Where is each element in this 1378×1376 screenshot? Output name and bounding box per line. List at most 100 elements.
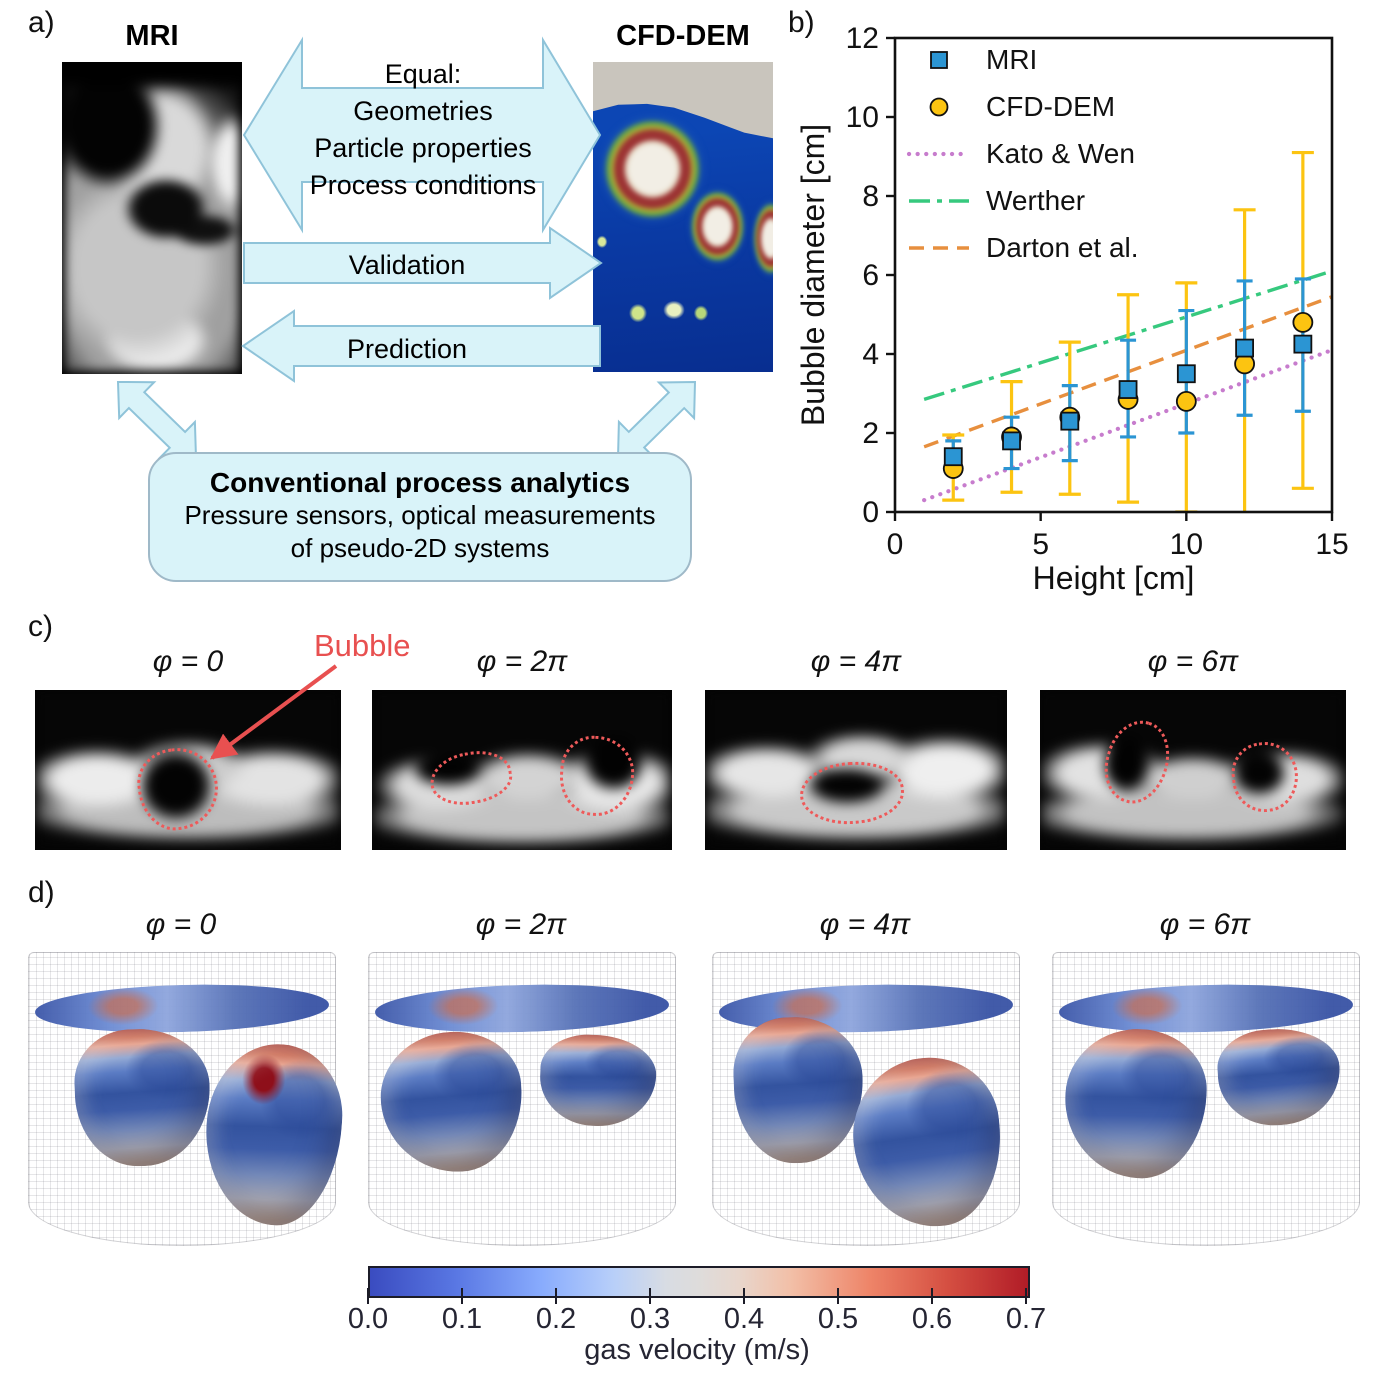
marker-cfd-dem bbox=[1292, 311, 1314, 333]
colorbar-tick bbox=[1024, 1288, 1028, 1304]
mri-image-texture bbox=[65, 65, 239, 371]
colorbar-tick-label: 0.4 bbox=[723, 1303, 765, 1335]
colorbar-tick-label: 0.7 bbox=[1005, 1303, 1047, 1335]
bubble-isosurface bbox=[72, 1026, 212, 1169]
legend-label-Kato & Wen: Kato & Wen bbox=[986, 138, 1135, 169]
colorbar-tick bbox=[930, 1288, 934, 1304]
panel-a-label: a) bbox=[28, 6, 55, 39]
mri-slice-phi-4pi bbox=[705, 690, 1007, 850]
colorbar-tick bbox=[460, 1288, 464, 1304]
render-cylinder-phi6pi bbox=[1052, 952, 1360, 1246]
colorbar-tick bbox=[836, 1288, 840, 1304]
equal-arrow-text: Equal: Geometries Particle properties Pr… bbox=[262, 56, 584, 204]
marker-mri bbox=[1293, 334, 1313, 354]
colorbar-tick-label: 0.6 bbox=[911, 1303, 953, 1335]
bubble-annotation-label: Bubble bbox=[314, 628, 411, 663]
colorbar-tick-label: 0.5 bbox=[817, 1303, 859, 1335]
validation-arrow bbox=[243, 226, 603, 300]
panel-d-label: d) bbox=[28, 876, 55, 909]
x-axis-label: Height [cm] bbox=[1033, 560, 1195, 596]
cfd-particle-specks bbox=[593, 62, 773, 372]
colorbar-tick bbox=[554, 1288, 558, 1304]
equal-arrow-line-2: Geometries bbox=[353, 96, 493, 126]
cfd-dem-image bbox=[593, 62, 773, 372]
bubble-isosurface bbox=[377, 1028, 526, 1176]
bubble-isosurface bbox=[538, 1032, 659, 1128]
mri-slice-phi-2pi bbox=[372, 690, 672, 850]
x-tick-label: 15 bbox=[1315, 528, 1348, 561]
legend-label-Darton et al.: Darton et al. bbox=[986, 232, 1139, 263]
panel-c-phase-label-2: φ = 4π bbox=[810, 645, 902, 678]
y-tick-label: 10 bbox=[846, 101, 879, 134]
panel-a-arrows bbox=[116, 36, 697, 460]
bed-surface-isosurface bbox=[1058, 981, 1354, 1036]
colorbar-tick bbox=[648, 1288, 652, 1304]
marker-cfd-dem bbox=[1175, 390, 1197, 412]
colorbar-tick-label: 0.3 bbox=[629, 1303, 671, 1335]
render-cylinder-phi4pi bbox=[712, 952, 1020, 1246]
mri-analytics-double-arrow bbox=[116, 380, 198, 460]
x-tick-label: 0 bbox=[887, 528, 904, 561]
bubble-isosurface bbox=[1215, 1025, 1344, 1129]
bed-surface-isosurface bbox=[374, 981, 670, 1036]
panel-d-phase-label-3: φ = 6π bbox=[1159, 908, 1251, 941]
colorbar-tick-label: 0.1 bbox=[441, 1303, 483, 1335]
marker-mri bbox=[1118, 380, 1138, 399]
bubble-diameter-chart: 0 5 10 15 0 2 4 6 8 10 12 Height [cm] Bubble diamete… bbox=[795, 22, 1349, 596]
cfd-analytics-double-arrow bbox=[616, 380, 697, 460]
panel-d-phase-label-2: φ = 4π bbox=[819, 908, 911, 941]
colorbar-tick-label: 0.0 bbox=[347, 1303, 389, 1335]
bubble-isosurface bbox=[200, 1039, 348, 1230]
panel-d-phase-label-1: φ = 2π bbox=[475, 908, 567, 941]
legend: MRI CFD-DEM Kato & Wen Werther Darton et al. bbox=[906, 44, 1139, 263]
line-Kato & Wen bbox=[922, 347, 1332, 503]
panel-d-phase-label-0: φ = 0 bbox=[145, 908, 217, 941]
gas-velocity-colorbar bbox=[368, 1266, 1030, 1298]
bed-surface-isosurface bbox=[34, 981, 330, 1036]
analytics-box-title: Conventional process analytics bbox=[209, 467, 631, 498]
cfd-dem-title: CFD-DEM bbox=[616, 20, 750, 52]
bubble-isosurface bbox=[731, 1015, 866, 1166]
mri-slice-texture bbox=[374, 692, 670, 848]
conventional-analytics-box: Conventional process analytics Pressure … bbox=[148, 452, 692, 582]
analytics-box-line-1: Pressure sensors, optical measurements bbox=[184, 500, 656, 530]
y-tick-label: 6 bbox=[862, 259, 879, 292]
y-tick-label: 8 bbox=[862, 180, 879, 213]
panel-b-label: b) bbox=[788, 6, 815, 39]
equal-double-arrow bbox=[242, 36, 602, 234]
mri-slice-texture bbox=[1042, 692, 1344, 848]
mri-image bbox=[62, 62, 242, 374]
marker-mri bbox=[1002, 431, 1021, 451]
legend-label-MRI: MRI bbox=[986, 44, 1037, 75]
bubble-isosurface bbox=[845, 1050, 1010, 1235]
marker-mri bbox=[1176, 364, 1196, 384]
mri-slice-texture bbox=[707, 692, 1005, 848]
colorbar-caption: gas velocity (m/s) bbox=[584, 1334, 810, 1366]
analytics-box-line-2: of pseudo-2D systems bbox=[290, 533, 550, 563]
equal-arrow-line-3: Particle properties bbox=[314, 133, 532, 163]
legend-label-CFD-DEM: CFD-DEM bbox=[986, 91, 1115, 122]
marker-mri bbox=[943, 447, 963, 467]
render-cylinder-phi2pi bbox=[368, 952, 676, 1246]
render-cylinder-phi0 bbox=[28, 952, 348, 1246]
validation-arrow-label: Validation bbox=[348, 250, 466, 280]
colorbar-tick-label: 0.2 bbox=[535, 1303, 577, 1335]
marker-mri bbox=[1060, 411, 1080, 431]
mri-slice-phi-6pi bbox=[1040, 690, 1346, 850]
legend-label-Werther: Werther bbox=[986, 185, 1085, 216]
bubble-isosurface bbox=[1061, 1025, 1210, 1182]
equal-arrow-line-1: Equal: bbox=[384, 59, 462, 89]
marker-mri bbox=[1235, 338, 1255, 358]
panel-c-phase-label-1: φ = 2π bbox=[476, 645, 568, 678]
panel-c-label: c) bbox=[28, 610, 53, 643]
panel-c-phase-label-0: φ = 0 bbox=[152, 645, 224, 678]
y-tick-label: 0 bbox=[862, 496, 879, 529]
colorbar-tick bbox=[366, 1288, 370, 1304]
prediction-arrow-label: Prediction bbox=[346, 334, 468, 364]
y-tick-label: 4 bbox=[862, 338, 879, 371]
x-tick-label: 10 bbox=[1170, 528, 1203, 561]
y-axis-label: Bubble diameter [cm] bbox=[795, 124, 831, 426]
axes-ticks: 0 5 10 15 0 2 4 6 8 10 12 bbox=[846, 22, 1349, 561]
mri-title: MRI bbox=[125, 20, 179, 52]
